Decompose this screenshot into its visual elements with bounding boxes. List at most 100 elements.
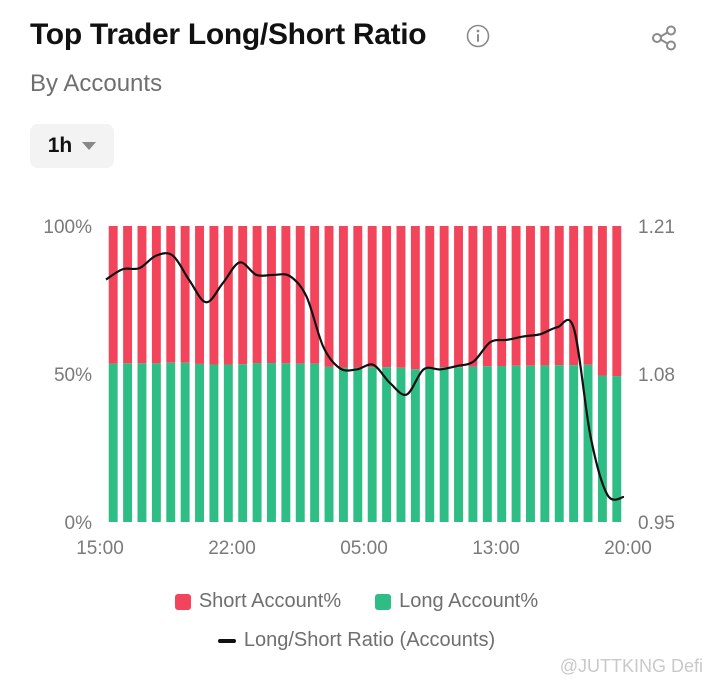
left-axis-label: 0% (65, 513, 93, 534)
x-tick-label: 13:00 (472, 538, 520, 559)
legend-label-short: Short Account% (198, 590, 342, 612)
info-icon[interactable] (466, 24, 490, 48)
long-bar (180, 362, 190, 522)
short-bar (425, 226, 435, 368)
short-bar (439, 226, 449, 368)
long-bar (425, 367, 435, 522)
x-tick-label: 22:00 (208, 538, 256, 559)
long-bar (468, 366, 478, 522)
long-bar (324, 366, 334, 522)
short-swatch (174, 593, 191, 610)
ratio-line (105, 252, 625, 501)
long-bar (382, 367, 392, 522)
short-bar (382, 226, 392, 368)
short-bar (597, 226, 607, 376)
short-bar (497, 226, 507, 367)
legend: Short Account% Long Account% (0, 590, 713, 613)
watermark-text: @JUTTKING Defi (559, 656, 703, 676)
page-subtitle: By Accounts (30, 70, 163, 97)
long-bar (353, 367, 363, 522)
interval-select[interactable]: 1h (30, 124, 114, 168)
short-bar (310, 226, 320, 364)
short-bar (151, 226, 161, 364)
legend-item-long[interactable]: Long Account% (375, 590, 538, 613)
long-bar (123, 363, 133, 522)
legend-item-ratio[interactable]: Long/Short Ratio (Accounts) (217, 629, 496, 652)
long-bar (281, 363, 291, 522)
short-bar (137, 226, 147, 364)
legend-row-ratio: Long/Short Ratio (Accounts) (0, 629, 713, 652)
long-bar (238, 364, 248, 522)
page-title: Top Trader Long/Short Ratio (30, 18, 427, 51)
long-bar (267, 363, 276, 522)
short-bar (454, 226, 463, 368)
long-bar (540, 365, 550, 522)
right-axis-label: 1.08 (638, 365, 675, 386)
short-bar (396, 226, 406, 368)
short-bar (612, 226, 622, 377)
long-bar (410, 369, 420, 522)
short-bar (267, 226, 276, 364)
right-axis-label: 0.95 (638, 513, 675, 534)
short-bar (295, 226, 305, 364)
x-tick-label: 05:00 (340, 538, 388, 559)
legend-label-long: Long Account% (399, 590, 539, 612)
long-bar (209, 364, 219, 522)
long-bar (223, 364, 233, 522)
long-bar (612, 376, 622, 522)
long-bar (526, 365, 535, 522)
legend-item-short[interactable]: Short Account% (174, 590, 342, 613)
short-bar (353, 226, 363, 368)
long-bar (367, 367, 377, 522)
long-bar (497, 366, 507, 522)
short-bar (482, 226, 492, 367)
legend-label-ratio: Long/Short Ratio (Accounts) (243, 629, 496, 651)
right-axis-label: 1.21 (638, 217, 675, 238)
short-bar (180, 226, 190, 363)
watermark: @JUTTKING Defi (560, 656, 703, 677)
short-bar (238, 226, 248, 365)
long-bar (511, 365, 521, 522)
short-bar (367, 226, 377, 368)
short-bar (410, 226, 420, 370)
x-tick-label: 15:00 (76, 538, 124, 559)
long-bar (439, 367, 449, 522)
long-bar (195, 363, 204, 522)
short-bar (540, 226, 550, 366)
long-bar (396, 367, 406, 522)
long-bar (482, 366, 492, 522)
x-tick-label: 20:00 (604, 538, 652, 559)
short-bar (468, 226, 478, 367)
long-bar (166, 362, 176, 522)
short-bar (324, 226, 334, 367)
long-swatch (375, 593, 392, 610)
short-bar (252, 226, 262, 364)
short-bar (554, 226, 564, 366)
short-bar (526, 226, 535, 366)
long-bar (151, 363, 161, 522)
short-bar (338, 226, 348, 368)
long-bar (454, 367, 463, 522)
short-bar (108, 226, 118, 364)
share-icon[interactable] (650, 24, 678, 52)
short-bar (166, 226, 176, 363)
left-axis-label: 50% (54, 365, 92, 386)
short-bar (123, 226, 133, 364)
long-bar (310, 363, 320, 522)
ratio-swatch (217, 638, 236, 643)
long-bar (583, 364, 593, 522)
long-bar (295, 363, 305, 522)
interval-value: 1h (47, 134, 73, 157)
ratio-chart: 100% 50% 0% 1.21 1.08 0.95 15:00 22:00 05:00 13:0… (43, 217, 675, 559)
long-bar (137, 363, 147, 522)
left-axis-label: 100% (43, 217, 92, 238)
short-bar (583, 226, 593, 365)
long-bar (554, 365, 564, 522)
long-bar (569, 365, 579, 522)
short-bar (569, 226, 579, 366)
long-bar (252, 363, 262, 522)
long-bar (338, 367, 348, 522)
long-bar (108, 363, 118, 522)
short-bar (281, 226, 291, 364)
short-bar (223, 226, 233, 365)
